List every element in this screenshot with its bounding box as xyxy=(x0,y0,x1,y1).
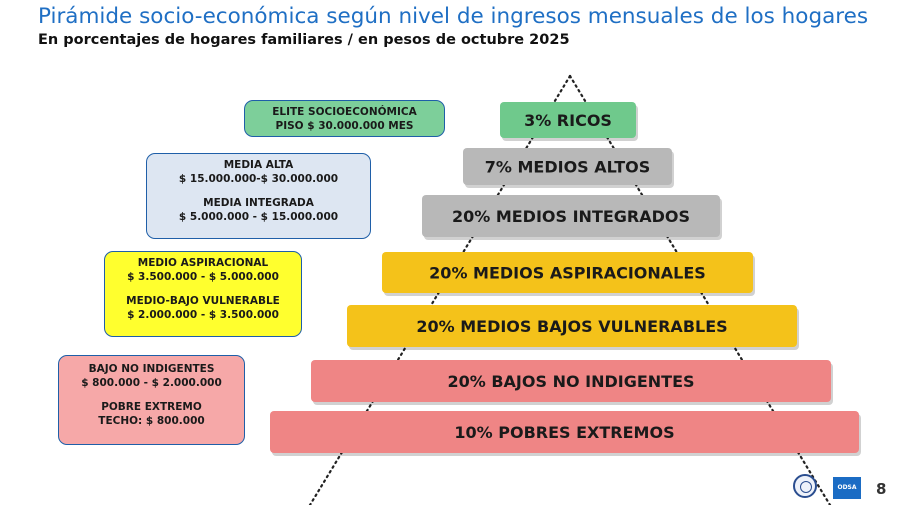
bar-label: 7% MEDIOS ALTOS xyxy=(485,158,650,177)
pyramid-bar xyxy=(311,360,831,402)
pyramid-bar xyxy=(382,252,753,293)
annotation-line: $ 15.000.000-$ 30.000.000 xyxy=(178,173,339,185)
annotation-medio-aspiracional: MEDIO ASPIRACIONAL $ 3.500.000 - $ 5.000.… xyxy=(104,251,302,337)
annotation-line: MEDIA INTEGRADA xyxy=(203,197,314,209)
annotation-line: $ 3.500.000 - $ 5.000.000 xyxy=(127,271,279,283)
annotation-line: PISO $ 30.000.000 MES xyxy=(275,120,414,132)
annotation-line: MEDIO ASPIRACIONAL xyxy=(137,257,269,269)
pyramid-bar xyxy=(422,195,720,237)
odsa-logo: ODSA xyxy=(833,477,861,499)
annotation-spacer xyxy=(147,186,370,196)
pyramid-bar xyxy=(347,305,797,347)
annotation-elite: ELITE SOCIOECONÓMICA PISO $ 30.000.000 ME… xyxy=(244,100,445,137)
chart-subtitle: En porcentajes de hogares familiares / e… xyxy=(38,32,570,48)
annotation-line: ELITE SOCIOECONÓMICA xyxy=(272,106,417,118)
bar-label: 10% POBRES EXTREMOS xyxy=(454,423,674,442)
university-seal-icon xyxy=(793,474,817,498)
annotation-line: $ 2.000.000 - $ 3.500.000 xyxy=(127,309,279,321)
pyramid-bar xyxy=(500,102,636,138)
annotation-media: MEDIA ALTA $ 15.000.000-$ 30.000.000 MEDIA… xyxy=(146,153,371,239)
annotation-spacer xyxy=(105,284,301,294)
page-number: 8 xyxy=(876,480,887,498)
annotation-bajo: BAJO NO INDIGENTES $ 800.000 - $ 2.000.00… xyxy=(58,355,245,445)
annotation-line: $ 800.000 - $ 2.000.000 xyxy=(81,377,222,389)
annotation-line: POBRE EXTREMO xyxy=(101,401,202,413)
annotation-line: TECHO: $ 800.000 xyxy=(98,415,205,427)
bar-label: 3% RICOS xyxy=(524,111,612,130)
chart-title: Pirámide socio-económica según nivel de … xyxy=(38,4,869,29)
pyramid-bar xyxy=(270,411,859,453)
bar-label: 20% BAJOS NO INDIGENTES xyxy=(447,372,694,391)
annotation-line: BAJO NO INDIGENTES xyxy=(88,363,215,375)
annotation-spacer xyxy=(59,390,244,400)
bar-label: 20% MEDIOS ASPIRACIONALES xyxy=(429,264,706,283)
annotation-line: $ 5.000.000 - $ 15.000.000 xyxy=(178,211,339,223)
bar-label: 20% MEDIOS INTEGRADOS xyxy=(452,207,690,226)
pyramid-bar xyxy=(463,148,672,185)
annotation-line: MEDIA ALTA xyxy=(223,159,294,171)
annotation-line: MEDIO-BAJO VULNERABLE xyxy=(126,295,280,307)
bar-label: 20% MEDIOS BAJOS VULNERABLES xyxy=(416,317,727,336)
